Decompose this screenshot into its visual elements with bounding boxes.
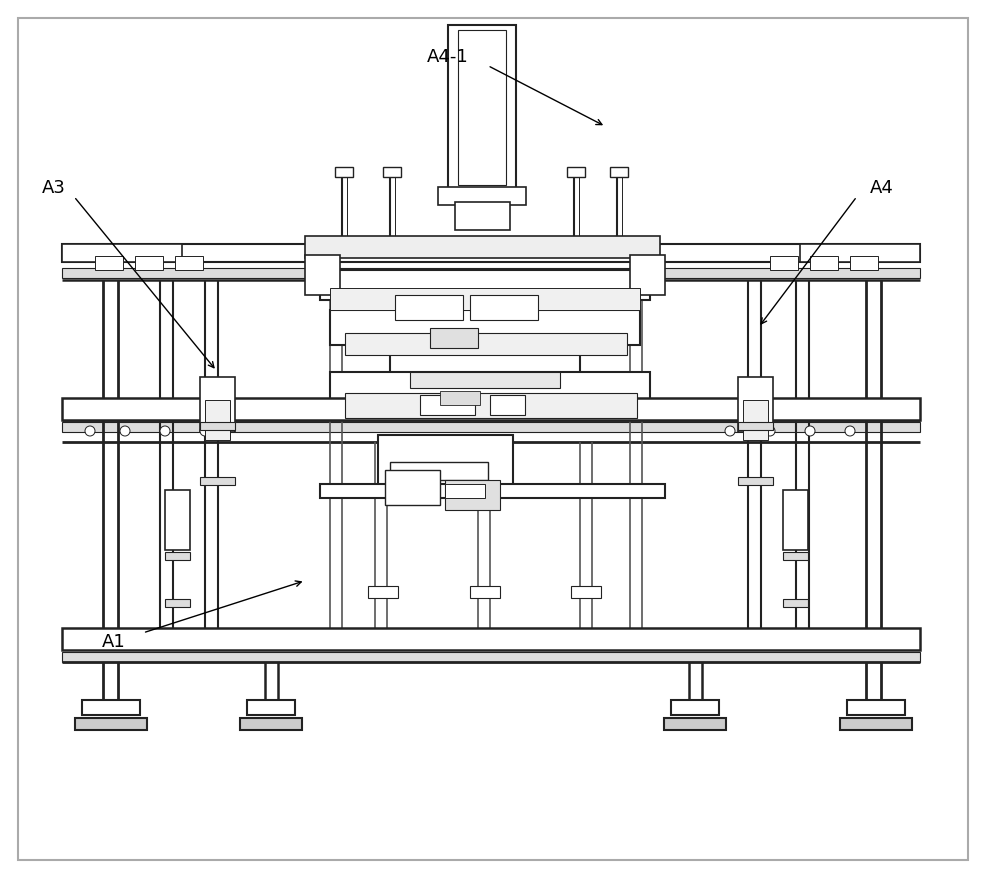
- Bar: [330, 372, 650, 410]
- Bar: [738, 477, 773, 485]
- Circle shape: [200, 426, 210, 436]
- Bar: [847, 700, 905, 715]
- Bar: [783, 490, 808, 550]
- Text: A1: A1: [101, 633, 125, 650]
- Bar: [440, 391, 480, 405]
- Bar: [335, 167, 353, 177]
- Bar: [62, 244, 182, 262]
- Text: A4: A4: [870, 179, 893, 196]
- Bar: [800, 244, 920, 262]
- Bar: [567, 167, 585, 177]
- Bar: [671, 700, 719, 715]
- Bar: [240, 718, 302, 730]
- Bar: [330, 310, 640, 345]
- Bar: [783, 599, 808, 607]
- Bar: [840, 718, 912, 730]
- Bar: [770, 256, 798, 270]
- Bar: [664, 718, 726, 730]
- Bar: [490, 395, 525, 415]
- Bar: [62, 244, 920, 262]
- Bar: [75, 718, 147, 730]
- Bar: [165, 552, 190, 560]
- Bar: [62, 268, 920, 278]
- Bar: [62, 398, 920, 420]
- Bar: [448, 25, 516, 200]
- Bar: [410, 372, 560, 388]
- Bar: [62, 422, 920, 432]
- Bar: [82, 700, 140, 715]
- Bar: [738, 422, 773, 430]
- Bar: [783, 552, 808, 560]
- Bar: [345, 333, 627, 355]
- Bar: [305, 255, 340, 295]
- Circle shape: [85, 426, 95, 436]
- Bar: [368, 586, 398, 598]
- Bar: [320, 270, 650, 300]
- Bar: [247, 700, 295, 715]
- Bar: [320, 484, 665, 498]
- Bar: [135, 256, 163, 270]
- Bar: [395, 295, 463, 320]
- Bar: [610, 167, 628, 177]
- Bar: [165, 599, 190, 607]
- Bar: [810, 256, 838, 270]
- Circle shape: [805, 426, 815, 436]
- Bar: [378, 435, 513, 490]
- Bar: [445, 484, 485, 498]
- Circle shape: [845, 426, 855, 436]
- Text: A4-1: A4-1: [427, 48, 469, 65]
- Bar: [305, 236, 660, 258]
- Bar: [95, 256, 123, 270]
- Text: A3: A3: [42, 179, 66, 196]
- Bar: [330, 288, 640, 310]
- Bar: [200, 377, 235, 432]
- Bar: [445, 480, 500, 510]
- Circle shape: [120, 426, 130, 436]
- Bar: [850, 256, 878, 270]
- Bar: [630, 255, 665, 295]
- Bar: [345, 393, 637, 418]
- Bar: [390, 462, 488, 480]
- Bar: [470, 586, 500, 598]
- Bar: [430, 328, 478, 348]
- Bar: [390, 352, 580, 380]
- Bar: [438, 187, 526, 205]
- Bar: [420, 395, 475, 415]
- Bar: [62, 628, 920, 650]
- Bar: [470, 295, 538, 320]
- Circle shape: [765, 426, 775, 436]
- Bar: [200, 477, 235, 485]
- Circle shape: [725, 426, 735, 436]
- Bar: [62, 652, 920, 662]
- Bar: [205, 400, 230, 440]
- Bar: [458, 30, 506, 185]
- Bar: [175, 256, 203, 270]
- Circle shape: [160, 426, 170, 436]
- Bar: [571, 586, 601, 598]
- Bar: [455, 202, 510, 230]
- Bar: [165, 490, 190, 550]
- Bar: [743, 400, 768, 440]
- Bar: [738, 377, 773, 432]
- Bar: [385, 470, 440, 505]
- Bar: [383, 167, 401, 177]
- Bar: [200, 422, 235, 430]
